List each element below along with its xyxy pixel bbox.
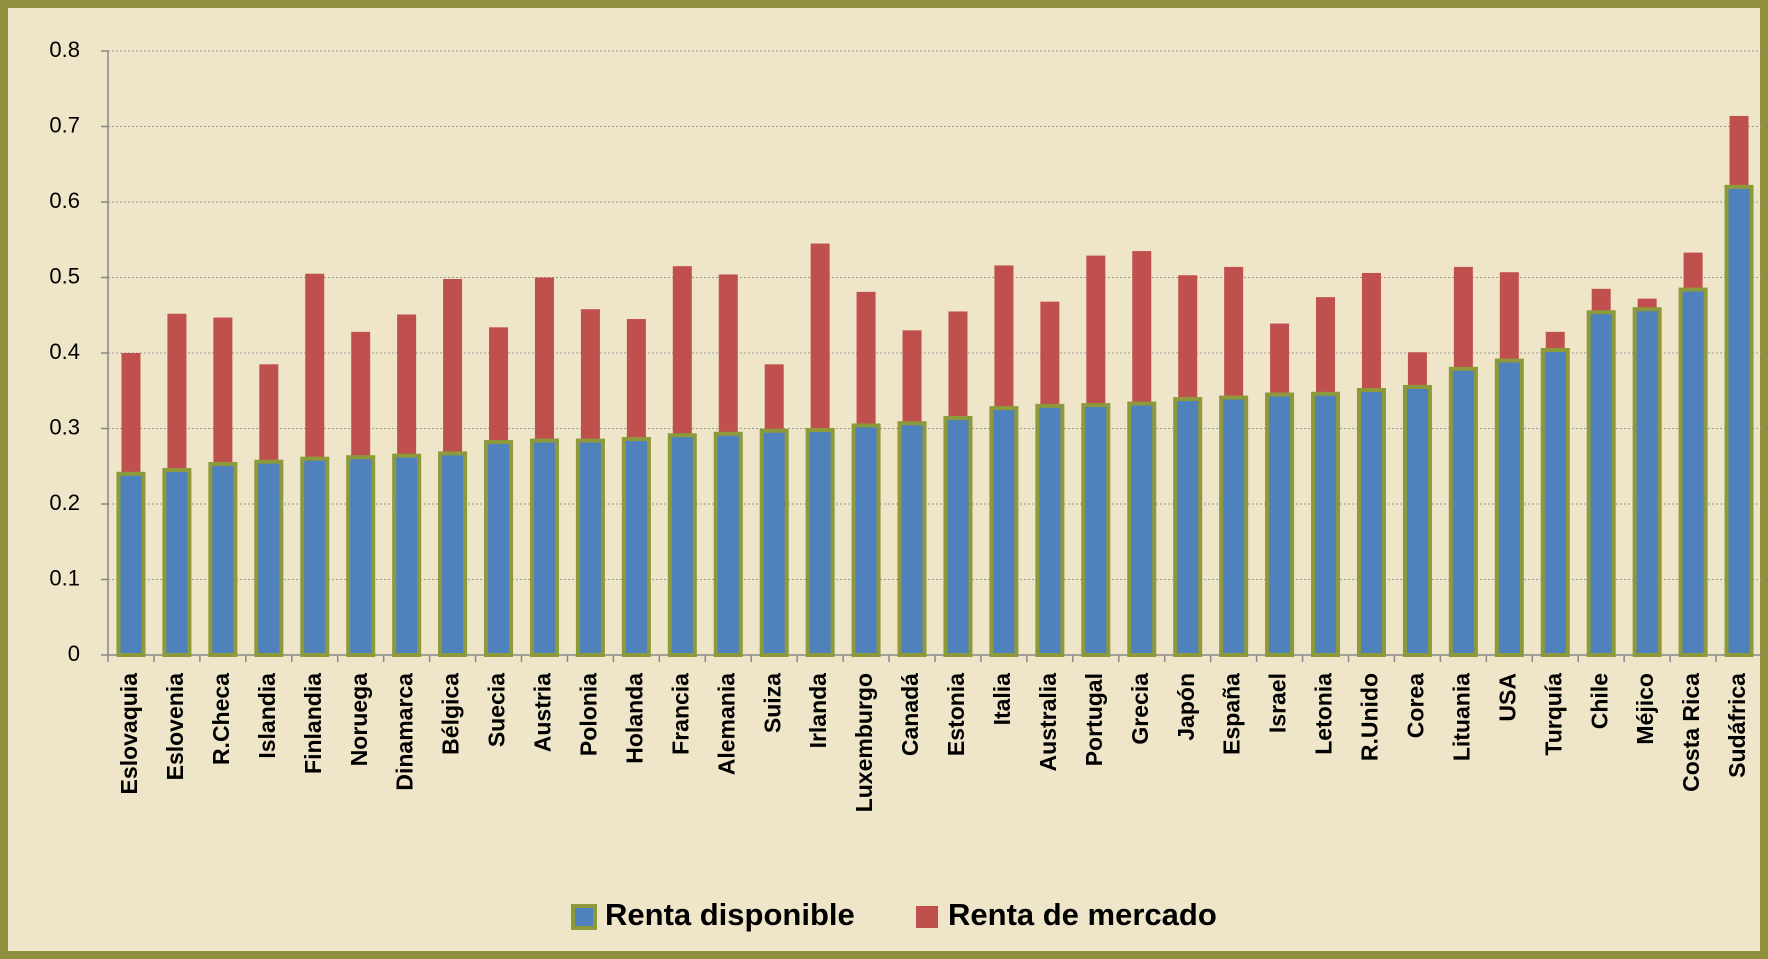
x-tick-label: Letonia [1311, 673, 1337, 755]
x-tick-label: Italia [989, 673, 1015, 726]
y-tick-label: 0.5 [49, 263, 80, 288]
x-tick-label: Austria [530, 673, 556, 752]
bar [1035, 403, 1065, 657]
x-tick-label: Dinamarca [392, 673, 418, 791]
bar [1586, 310, 1616, 657]
bar [897, 421, 927, 657]
legend-label: Renta de mercado [948, 897, 1217, 932]
legend-swatch [916, 906, 938, 928]
bar [805, 428, 835, 658]
x-tick-label: Corea [1402, 673, 1428, 738]
bar [1540, 347, 1570, 657]
x-tick-label: Lituania [1448, 673, 1474, 761]
bar [1678, 287, 1708, 657]
y-tick-label: 0.6 [49, 188, 80, 213]
x-tick-label: Canadá [897, 673, 923, 756]
bar [162, 468, 192, 657]
x-tick-label: R.Checa [208, 673, 234, 765]
bar [208, 461, 238, 657]
x-tick-label: Eslovenia [162, 673, 188, 781]
bar [529, 438, 559, 657]
x-tick-label: Bélgica [438, 673, 464, 755]
bar [989, 406, 1019, 657]
legend-label: Renta disponible [605, 897, 855, 932]
bar [621, 437, 651, 657]
bar [1448, 366, 1478, 657]
bar [1356, 387, 1386, 657]
bar [1127, 401, 1157, 657]
y-tick-label: 0.7 [49, 112, 80, 137]
x-tick-label: Holanda [621, 673, 647, 764]
bar [575, 438, 605, 657]
bar [300, 456, 330, 658]
x-tick-label: Francia [667, 673, 693, 755]
bar [1219, 395, 1249, 657]
x-tick-label: R.Unido [1357, 673, 1383, 761]
x-tick-label: Chile [1586, 673, 1612, 729]
x-tick-label: Alemania [713, 673, 739, 775]
x-tick-label: Israel [1265, 673, 1291, 733]
x-tick-label: Portugal [1081, 673, 1107, 766]
bar [1081, 403, 1111, 657]
x-tick-label: Estonia [943, 673, 969, 756]
x-tick-label: Turquía [1540, 673, 1566, 756]
bar [851, 423, 881, 658]
y-tick-label: 0.4 [49, 339, 80, 364]
y-tick-label: 0.3 [49, 414, 80, 439]
y-tick-label: 0.8 [49, 37, 80, 62]
bar [1632, 307, 1662, 657]
bar [346, 455, 376, 657]
bar [254, 459, 284, 657]
x-tick-label: Japón [1173, 673, 1199, 741]
bar [1311, 391, 1341, 657]
x-tick-label: Islandia [254, 673, 280, 759]
x-tick-label: Suiza [759, 673, 785, 733]
x-tick-label: Suecia [484, 673, 510, 747]
x-tick-label: Australia [1035, 673, 1061, 772]
x-tick-label: Irlanda [805, 673, 831, 749]
bar [484, 440, 514, 657]
x-tick-label: USA [1494, 673, 1520, 722]
x-tick-label: Finlandia [300, 673, 326, 774]
bar [759, 428, 789, 658]
bar [713, 431, 743, 657]
bar [392, 453, 422, 657]
bar [116, 471, 146, 657]
bar [1494, 358, 1524, 657]
bar [943, 415, 973, 657]
x-tick-label: Méjico [1632, 673, 1658, 745]
bar [1724, 184, 1754, 657]
bar [1402, 384, 1432, 657]
bar [1173, 397, 1203, 657]
legend-swatch [571, 904, 597, 930]
x-tick-label: Grecia [1127, 673, 1153, 745]
x-tick-label: Sudáfrica [1724, 673, 1750, 778]
y-tick-label: 0.1 [49, 565, 80, 590]
x-tick-label: España [1219, 673, 1245, 755]
bar [1265, 392, 1295, 657]
x-tick-label: Costa Rica [1678, 673, 1704, 792]
x-tick-label: Eslovaquia [116, 673, 142, 795]
y-tick-label: 0 [68, 641, 80, 666]
x-tick-label: Polonia [575, 673, 601, 756]
bar [438, 451, 468, 658]
x-tick-label: Luxemburgo [851, 673, 877, 812]
x-tick-label: Noruega [346, 673, 372, 767]
y-tick-label: 0.2 [49, 490, 80, 515]
bar [667, 433, 697, 658]
